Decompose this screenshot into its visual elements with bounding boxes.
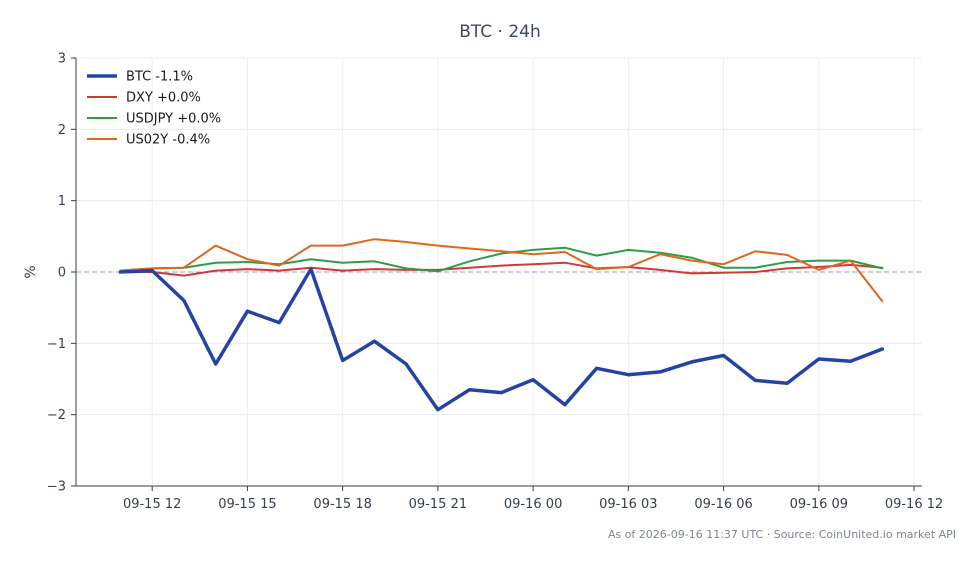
legend-entry: US02Y -0.4% bbox=[126, 133, 210, 148]
x-tick-label: 09-15 21 bbox=[409, 497, 467, 512]
x-tick-label: 09-16 00 bbox=[504, 497, 562, 512]
y-tick-label: 3 bbox=[58, 52, 66, 67]
x-tick-label: 09-16 12 bbox=[885, 497, 943, 512]
series-line-dxy bbox=[119, 261, 884, 277]
axis-layer: −3 −2 −1 0 1 2 3 09-15 12 09-15 15 09-15 18 09-15 … bbox=[47, 52, 943, 513]
y-tick-label: −1 bbox=[47, 337, 66, 352]
y-tick-label: 2 bbox=[58, 123, 66, 138]
legend: BTC -1.1% DXY +0.0% USDJPY +0.0% US02Y -0.4… bbox=[87, 70, 221, 148]
legend-entry: BTC -1.1% bbox=[126, 70, 193, 85]
footer-source: As of 2026-09-16 11:37 UTC · Source: Coi… bbox=[608, 528, 956, 541]
x-tick-label: 09-16 09 bbox=[790, 497, 848, 512]
legend-entry: USDJPY +0.0% bbox=[126, 112, 221, 127]
series-line-btc bbox=[118, 267, 885, 412]
series-line-usdjpy bbox=[119, 246, 884, 273]
series-line-us02y bbox=[119, 238, 884, 303]
x-tick-label: 09-15 18 bbox=[313, 497, 371, 512]
y-tick-label: −2 bbox=[47, 408, 66, 423]
y-axis-label: % bbox=[23, 265, 39, 278]
series-layer bbox=[118, 238, 885, 412]
x-tick-label: 09-16 06 bbox=[694, 497, 752, 512]
y-tick-label: −3 bbox=[47, 480, 66, 495]
chart-title: BTC · 24h bbox=[459, 22, 541, 42]
legend-entry: DXY +0.0% bbox=[126, 91, 201, 106]
x-tick-label: 09-16 03 bbox=[599, 497, 657, 512]
x-tick-label: 09-15 12 bbox=[123, 497, 181, 512]
y-tick-label: 1 bbox=[58, 194, 66, 209]
y-tick-label: 0 bbox=[58, 266, 66, 281]
x-tick-label: 09-15 15 bbox=[218, 497, 276, 512]
